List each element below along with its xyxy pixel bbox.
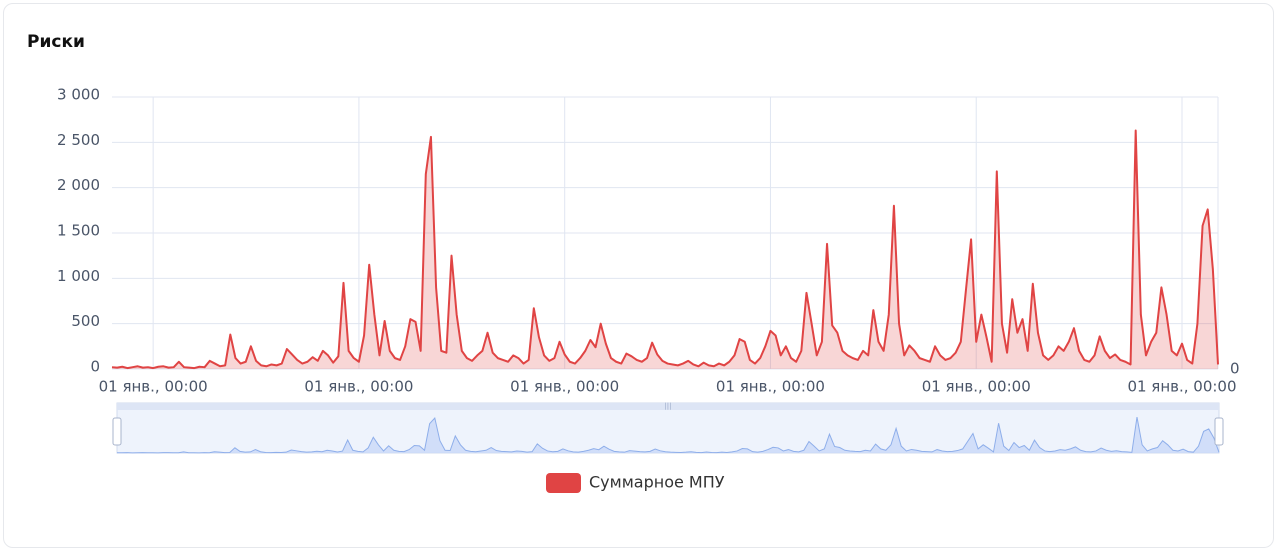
x-tick-label: 01 янв., 00:00	[304, 378, 413, 396]
series-area	[112, 130, 1218, 369]
x-tick-label: 01 янв., 00:00	[716, 378, 825, 396]
x-tick-label: 01 янв., 00:00	[510, 378, 619, 396]
y-tick-label: 1 000	[57, 267, 100, 285]
y-tick-label: 2 000	[57, 176, 100, 194]
y-tick-label: 0	[90, 358, 100, 376]
x-tick-label: 01 янв., 00:00	[1127, 378, 1236, 396]
slider-area	[117, 417, 1219, 453]
zoom-slider[interactable]	[116, 402, 1220, 454]
x-tick-label: 01 янв., 00:00	[99, 378, 208, 396]
y-tick-label: 500	[71, 312, 100, 330]
x-tick-label: 01 янв., 00:00	[922, 378, 1031, 396]
zoom-bar[interactable]	[117, 403, 1219, 410]
y-tick-label: 2 500	[57, 131, 100, 149]
zoom-handle[interactable]	[112, 417, 122, 446]
series-line	[111, 129, 1219, 370]
card	[3, 3, 1274, 548]
legend-swatch	[546, 473, 581, 493]
slider-label: 0	[1230, 360, 1240, 378]
zoom-handle[interactable]	[1214, 417, 1224, 446]
zoom-grip[interactable]: |||	[664, 402, 671, 410]
legend-label: Суммарное МПУ	[589, 473, 725, 492]
chart-title: Риски	[27, 32, 85, 52]
slider-line	[116, 416, 1220, 454]
y-tick-label: 3 000	[57, 86, 100, 104]
y-tick-label: 1 500	[57, 222, 100, 240]
